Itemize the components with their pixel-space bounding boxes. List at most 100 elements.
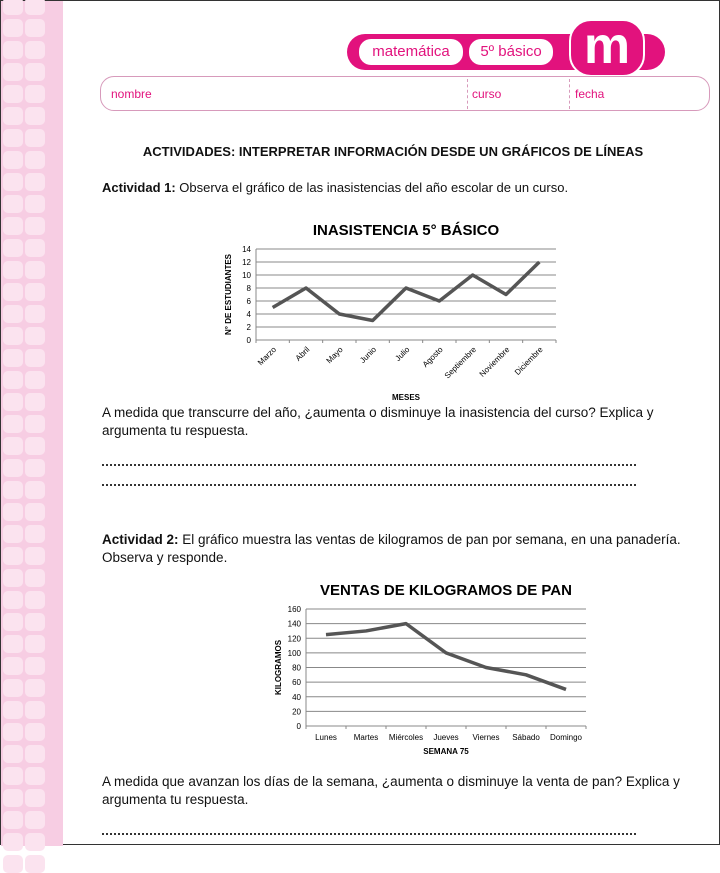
logo: m bbox=[569, 19, 645, 77]
strip-square bbox=[25, 503, 45, 521]
y-axis-label: N° DE ESTUDIANTES bbox=[224, 253, 233, 335]
strip-square bbox=[3, 173, 23, 191]
x-tick-label: Sábado bbox=[512, 733, 540, 742]
strip-square bbox=[25, 63, 45, 81]
strip-square bbox=[25, 613, 45, 631]
strip-square bbox=[3, 569, 23, 587]
grade-label: 5º básico bbox=[469, 39, 553, 65]
strip-square bbox=[3, 19, 23, 37]
strip-square bbox=[3, 327, 23, 345]
decorative-strip bbox=[1, 1, 63, 846]
strip-square bbox=[25, 767, 45, 785]
activity-2-question: A medida que avanzan los días de la sema… bbox=[102, 773, 702, 809]
strip-square bbox=[25, 19, 45, 37]
strip-square bbox=[25, 107, 45, 125]
strip-square bbox=[25, 525, 45, 543]
activity-1-text: Observa el gráfico de las inasistencias … bbox=[176, 180, 568, 195]
x-tick-label: Diciembre bbox=[513, 345, 545, 377]
strip-square bbox=[3, 437, 23, 455]
y-tick-label: 0 bbox=[297, 722, 302, 731]
date-field[interactable]: fecha bbox=[575, 87, 604, 101]
strip-square bbox=[25, 437, 45, 455]
worksheet-title: ACTIVIDADES: INTERPRETAR INFORMACIÓN DES… bbox=[101, 143, 685, 161]
strip-square bbox=[3, 789, 23, 807]
y-tick-label: 0 bbox=[247, 336, 252, 345]
strip-square bbox=[3, 679, 23, 697]
strip-square bbox=[3, 459, 23, 477]
strip-square bbox=[25, 833, 45, 851]
x-axis-label: MESES bbox=[392, 393, 421, 402]
bread-sales-chart: VENTAS DE KILOGRAMOS DE PAN0204060801001… bbox=[261, 571, 601, 761]
y-tick-label: 80 bbox=[292, 664, 301, 673]
strip-square bbox=[3, 591, 23, 609]
strip-square bbox=[3, 195, 23, 213]
y-tick-label: 2 bbox=[247, 323, 252, 332]
x-tick-label: Agosto bbox=[421, 345, 445, 369]
strip-square bbox=[25, 393, 45, 411]
strip-square bbox=[3, 393, 23, 411]
strip-square bbox=[25, 789, 45, 807]
strip-square bbox=[3, 261, 23, 279]
y-tick-label: 4 bbox=[247, 310, 252, 319]
strip-square bbox=[3, 481, 23, 499]
strip-square bbox=[25, 283, 45, 301]
strip-square bbox=[3, 85, 23, 103]
data-line bbox=[273, 262, 540, 321]
strip-square bbox=[3, 833, 23, 851]
strip-square bbox=[25, 129, 45, 147]
strip-square bbox=[3, 151, 23, 169]
strip-square bbox=[3, 745, 23, 763]
strip-square bbox=[25, 195, 45, 213]
strip-square bbox=[25, 591, 45, 609]
strip-square bbox=[25, 327, 45, 345]
y-axis-label: KILOGRAMOS bbox=[274, 639, 283, 695]
x-tick-label: Septiembre bbox=[443, 345, 479, 381]
y-tick-label: 100 bbox=[288, 649, 302, 658]
strip-square bbox=[3, 613, 23, 631]
strip-square bbox=[3, 217, 23, 235]
strip-square bbox=[3, 767, 23, 785]
strip-square bbox=[3, 723, 23, 741]
strip-square bbox=[3, 41, 23, 59]
strip-square bbox=[25, 261, 45, 279]
strip-square bbox=[25, 723, 45, 741]
strip-square bbox=[25, 239, 45, 257]
x-tick-label: Domingo bbox=[550, 733, 583, 742]
strip-square bbox=[3, 415, 23, 433]
x-tick-label: Junio bbox=[358, 345, 378, 365]
course-field[interactable]: curso bbox=[472, 87, 501, 101]
chart-title: INASISTENCIA 5° BÁSICO bbox=[313, 222, 500, 239]
name-field[interactable]: nombre bbox=[111, 87, 152, 101]
strip-square bbox=[25, 569, 45, 587]
strip-square bbox=[25, 85, 45, 103]
strip-square bbox=[3, 657, 23, 675]
strip-square bbox=[3, 855, 23, 873]
answer-line[interactable] bbox=[102, 484, 636, 486]
strip-square bbox=[25, 305, 45, 323]
x-tick-label: Jueves bbox=[433, 733, 458, 742]
data-line bbox=[326, 624, 566, 690]
strip-square bbox=[25, 151, 45, 169]
strip-square bbox=[3, 239, 23, 257]
y-tick-label: 12 bbox=[242, 258, 251, 267]
y-tick-label: 14 bbox=[242, 245, 251, 254]
divider bbox=[569, 79, 570, 109]
strip-square bbox=[25, 415, 45, 433]
strip-square bbox=[3, 129, 23, 147]
activity-2-instructions: Actividad 2: El gráfico muestra las vent… bbox=[102, 531, 692, 567]
subject-label: matemática bbox=[359, 39, 463, 65]
strip-square bbox=[25, 811, 45, 829]
strip-square bbox=[25, 371, 45, 389]
strip-square bbox=[25, 679, 45, 697]
strip-square bbox=[3, 811, 23, 829]
strip-square bbox=[3, 0, 23, 15]
answer-line[interactable] bbox=[102, 833, 636, 835]
x-tick-label: Miércoles bbox=[389, 733, 423, 742]
strip-square bbox=[25, 0, 45, 15]
activity-1-instructions: Actividad 1: Observa el gráfico de las i… bbox=[102, 179, 682, 197]
y-tick-label: 160 bbox=[288, 605, 302, 614]
strip-square bbox=[25, 547, 45, 565]
y-tick-label: 6 bbox=[247, 297, 252, 306]
answer-line[interactable] bbox=[102, 464, 636, 466]
strip-square bbox=[3, 547, 23, 565]
